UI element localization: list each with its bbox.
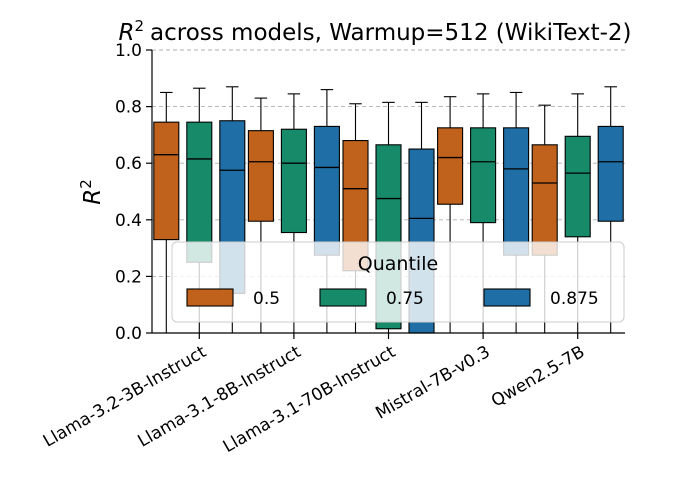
box-layer [153, 86, 624, 334]
box [564, 135, 591, 238]
box [186, 121, 213, 263]
y-tick-label: 0.0 [115, 324, 142, 344]
x-tick-label: Llama-3.1-70B-Instruct [220, 342, 400, 457]
legend-label: 0.75 [386, 289, 424, 309]
box [280, 128, 307, 234]
legend-swatch [319, 288, 367, 307]
ylabel-superscript: 2 [77, 179, 95, 189]
x-tick-label: Llama-3.1-8B-Instruct [135, 342, 305, 452]
legend: Quantile 0.5 0.75 0.875 [171, 241, 625, 323]
title-symbol: R [118, 20, 134, 46]
legend-label: 0.875 [550, 289, 599, 309]
legend-swatch [186, 288, 234, 307]
title-text: across models, Warmup=512 (WikiText-2) [150, 20, 631, 46]
y-tick-label: 0.4 [115, 211, 142, 231]
box [597, 125, 624, 222]
box [531, 144, 558, 256]
title-superscript: 2 [134, 17, 144, 35]
legend-swatch [483, 288, 531, 307]
box [503, 127, 530, 256]
y-tick-label: 1.0 [115, 41, 142, 61]
y-tick-label: 0.6 [115, 154, 142, 174]
legend-title: Quantile [358, 253, 438, 275]
y-tick-label: 0.8 [115, 98, 142, 118]
x-tick-label: Llama-3.2-3B-Instruct [40, 342, 210, 452]
x-tick-label: Qwen2.5-7B [488, 342, 588, 411]
box [470, 127, 497, 224]
box [153, 121, 180, 241]
box [313, 125, 340, 256]
box [247, 130, 274, 222]
box [437, 127, 464, 205]
y-tick-label: 0.2 [115, 267, 142, 287]
chart-title: R2 across models, Warmup=512 (WikiText-2) [118, 17, 631, 46]
legend-label: 0.5 [253, 289, 280, 309]
ylabel-symbol: R [80, 189, 106, 205]
y-axis-label: R2 [77, 179, 106, 205]
